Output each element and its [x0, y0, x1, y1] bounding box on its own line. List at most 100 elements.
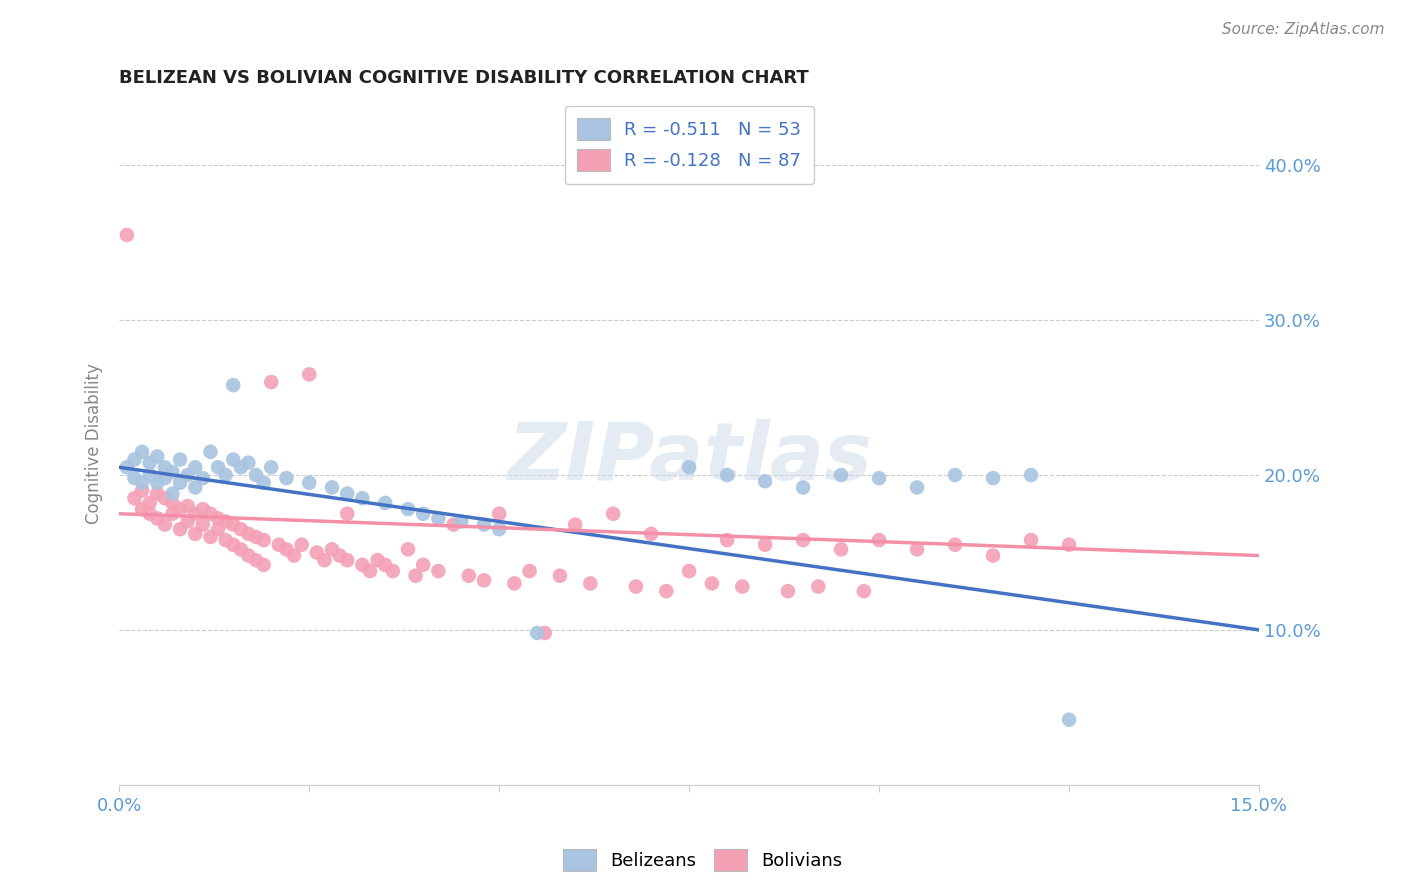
- Point: [359, 564, 381, 578]
- Point: [153, 491, 176, 506]
- Point: [245, 530, 267, 544]
- Point: [200, 444, 222, 458]
- Point: [526, 626, 548, 640]
- Point: [267, 538, 290, 552]
- Point: [162, 507, 184, 521]
- Point: [374, 558, 396, 572]
- Point: [146, 450, 169, 464]
- Point: [207, 511, 229, 525]
- Point: [321, 542, 343, 557]
- Point: [776, 584, 799, 599]
- Point: [184, 460, 207, 475]
- Point: [138, 468, 160, 483]
- Point: [367, 553, 389, 567]
- Point: [678, 564, 700, 578]
- Text: Source: ZipAtlas.com: Source: ZipAtlas.com: [1222, 22, 1385, 37]
- Point: [443, 517, 465, 532]
- Point: [450, 515, 472, 529]
- Point: [283, 549, 305, 563]
- Point: [374, 496, 396, 510]
- Point: [238, 456, 260, 470]
- Point: [260, 375, 283, 389]
- Point: [253, 558, 276, 572]
- Point: [298, 368, 321, 382]
- Point: [678, 460, 700, 475]
- Point: [754, 538, 776, 552]
- Point: [162, 496, 184, 510]
- Point: [457, 568, 479, 582]
- Point: [981, 549, 1004, 563]
- Point: [162, 465, 184, 479]
- Point: [868, 533, 890, 547]
- Point: [229, 522, 252, 536]
- Text: BELIZEAN VS BOLIVIAN COGNITIVE DISABILITY CORRELATION CHART: BELIZEAN VS BOLIVIAN COGNITIVE DISABILIT…: [120, 69, 808, 87]
- Point: [131, 483, 153, 498]
- Point: [162, 486, 184, 500]
- Point: [131, 475, 153, 490]
- Point: [1019, 533, 1042, 547]
- Point: [115, 227, 138, 242]
- Point: [169, 475, 191, 490]
- Point: [427, 564, 450, 578]
- Point: [396, 502, 419, 516]
- Point: [176, 468, 198, 483]
- Point: [200, 530, 222, 544]
- Point: [253, 475, 276, 490]
- Point: [214, 468, 236, 483]
- Point: [336, 486, 359, 500]
- Point: [533, 626, 555, 640]
- Point: [214, 533, 236, 547]
- Y-axis label: Cognitive Disability: Cognitive Disability: [86, 364, 103, 524]
- Point: [731, 580, 754, 594]
- Point: [153, 460, 176, 475]
- Point: [146, 511, 169, 525]
- Point: [548, 568, 571, 582]
- Point: [564, 517, 586, 532]
- Point: [905, 480, 928, 494]
- Point: [1019, 468, 1042, 483]
- Point: [981, 471, 1004, 485]
- Point: [488, 522, 510, 536]
- Point: [830, 468, 852, 483]
- Point: [222, 517, 245, 532]
- Point: [716, 468, 738, 483]
- Point: [222, 452, 245, 467]
- Point: [640, 527, 662, 541]
- Point: [700, 576, 723, 591]
- Point: [146, 486, 169, 500]
- Point: [176, 499, 198, 513]
- Point: [412, 558, 434, 572]
- Point: [1057, 538, 1080, 552]
- Point: [138, 496, 160, 510]
- Point: [488, 507, 510, 521]
- Point: [602, 507, 624, 521]
- Point: [716, 533, 738, 547]
- Point: [905, 542, 928, 557]
- Point: [276, 471, 298, 485]
- Point: [124, 452, 146, 467]
- Point: [131, 444, 153, 458]
- Point: [138, 456, 160, 470]
- Point: [191, 471, 214, 485]
- Point: [624, 580, 647, 594]
- Point: [298, 475, 321, 490]
- Point: [396, 542, 419, 557]
- Point: [336, 507, 359, 521]
- Point: [124, 471, 146, 485]
- Point: [868, 471, 890, 485]
- Point: [253, 533, 276, 547]
- Legend: Belizeans, Bolivians: Belizeans, Bolivians: [557, 842, 849, 879]
- Point: [329, 549, 352, 563]
- Point: [807, 580, 830, 594]
- Point: [830, 542, 852, 557]
- Point: [229, 542, 252, 557]
- Point: [124, 491, 146, 506]
- Point: [184, 507, 207, 521]
- Point: [943, 468, 966, 483]
- Point: [472, 517, 495, 532]
- Point: [792, 533, 814, 547]
- Point: [191, 502, 214, 516]
- Point: [207, 460, 229, 475]
- Point: [321, 480, 343, 494]
- Point: [754, 474, 776, 488]
